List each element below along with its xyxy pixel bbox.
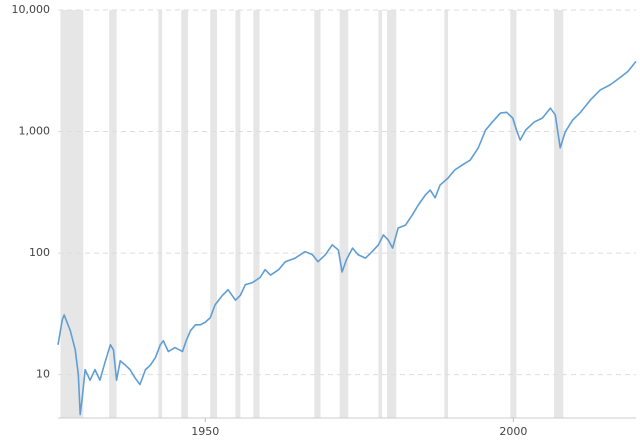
shaded-band — [235, 10, 241, 418]
y-tick-label: 10,000 — [12, 3, 51, 16]
shaded-band — [314, 10, 321, 418]
shaded-band — [387, 10, 397, 418]
y-tick-label: 100 — [29, 246, 50, 259]
shaded-band — [339, 10, 349, 418]
y-tick-label: 1,000 — [19, 125, 51, 138]
shaded-band — [444, 10, 449, 418]
x-tick-label: 2000 — [499, 425, 527, 438]
shaded-band — [109, 10, 117, 418]
shaded-band — [554, 10, 564, 418]
shaded-band — [210, 10, 217, 418]
shaded-band — [60, 10, 84, 418]
price-line — [57, 60, 637, 416]
shaded-band — [158, 10, 163, 418]
y-tick-label: 10 — [36, 368, 50, 381]
shaded-band — [378, 10, 383, 418]
shaded-band — [181, 10, 189, 418]
x-tick-label: 1950 — [191, 425, 219, 438]
shaded-band — [253, 10, 260, 418]
shaded-band — [510, 10, 517, 418]
